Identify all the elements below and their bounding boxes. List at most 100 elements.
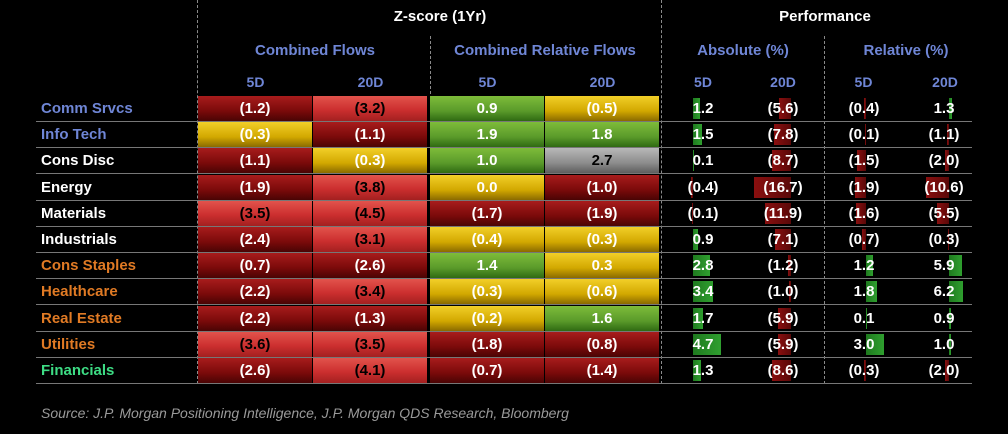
performance-cell: (0.7): [826, 227, 902, 253]
zscore-cell: 0.9: [430, 96, 544, 121]
zscore-cell: (3.1): [313, 227, 427, 252]
performance-value: 1.3: [933, 100, 955, 117]
performance-cell: (0.4): [663, 175, 743, 201]
performance-value: (0.4): [848, 100, 880, 117]
zscore-cell: (0.3): [430, 279, 544, 305]
zscore-cell: (1.1): [198, 148, 312, 174]
zscore-cell: (0.3): [198, 122, 312, 148]
row-divider: [36, 330, 972, 332]
zscore-cell: (0.7): [430, 358, 544, 383]
performance-cell: (2.0): [905, 148, 983, 174]
performance-bar: [946, 124, 949, 146]
table-row: Industrials (2.4) (3.1) (0.4) (0.3) 0.9 (7.1)(…: [0, 227, 1008, 253]
performance-bar: [788, 281, 791, 303]
row-divider: [36, 356, 972, 358]
performance-cell: (5.5): [905, 201, 983, 227]
performance-value: (5.6): [767, 100, 799, 117]
performance-bar: [866, 281, 877, 303]
performance-value: (7.1): [767, 231, 799, 248]
performance-cell: 1.2: [826, 253, 902, 279]
performance-cell: (0.1): [826, 122, 902, 148]
separator-performance-groups: [824, 36, 825, 384]
performance-value: 1.0: [933, 335, 955, 353]
zscore-cell: (3.4): [313, 279, 427, 305]
performance-bar: [690, 176, 693, 198]
subheader-cf-20d: 20D: [357, 74, 384, 90]
sector-label: Cons Staples: [41, 257, 137, 275]
zscore-cell: (2.2): [198, 305, 312, 331]
subheader-abs-20d: 20D: [770, 74, 796, 90]
sector-label: Comm Srvcs: [41, 100, 133, 117]
performance-value: 1.7: [692, 309, 714, 327]
performance-bar: [693, 229, 699, 250]
performance-bar: [861, 229, 866, 250]
table-row: Real Estate (2.2) (1.3) (0.2) 1.6 1.7 (5.9) 0.1…: [0, 305, 1008, 332]
performance-cell: 1.2: [663, 96, 743, 122]
row-divider: [36, 147, 972, 149]
performance-bar: [754, 176, 791, 198]
performance-value: (2.0): [928, 362, 960, 379]
zscore-cell: (0.5): [545, 96, 659, 121]
zscore-title: Z-score (1Yr): [393, 8, 487, 25]
performance-bar: [857, 150, 866, 172]
performance-bar: [778, 307, 791, 329]
performance-value: 1.8: [853, 283, 875, 301]
sector-label: Financials: [41, 362, 115, 379]
performance-cell: (1.6): [826, 201, 902, 227]
performance-bar: [949, 307, 951, 329]
performance-value: (5.9): [767, 309, 799, 327]
performance-bar: [764, 202, 791, 224]
zscore-cell: (3.8): [313, 174, 427, 200]
performance-value: (1.0): [767, 283, 799, 301]
performance-bar: [693, 124, 702, 146]
zscore-cell: (2.6): [313, 253, 427, 279]
performance-value: (8.6): [767, 362, 799, 379]
performance-bar: [936, 202, 949, 224]
performance-value: 4.7: [692, 335, 714, 353]
performance-cell: 1.3: [905, 96, 983, 122]
performance-value: (8.7): [767, 152, 799, 170]
row-divider: [36, 252, 972, 253]
separator-zscore-performance: [661, 0, 662, 384]
performance-value: 6.2: [933, 283, 955, 301]
performance-bar: [949, 281, 963, 303]
performance-bar: [865, 124, 866, 146]
performance-cell: (11.9): [743, 201, 823, 227]
zscore-cell: (3.5): [313, 331, 427, 357]
performance-bar: [866, 333, 884, 355]
performance-cell: 0.9: [905, 306, 983, 332]
zscore-cell: (0.2): [430, 305, 544, 331]
table-row: Energy (1.9) (3.8) 0.0 (1.0) (0.4) (16.7) (1.9)…: [0, 174, 1008, 201]
performance-value: (0.3): [848, 362, 880, 379]
zscore-cell: (4.1): [313, 358, 427, 383]
performance-bar: [693, 333, 722, 355]
row-divider: [36, 199, 972, 201]
table-row: Materials (3.5) (4.5) (1.7) (1.9) (0.1) (11.9)…: [0, 200, 1008, 227]
performance-bar: [864, 360, 866, 381]
performance-cell: (16.7): [743, 175, 823, 201]
performance-cell: (7.1): [743, 227, 823, 253]
performance-cell: 0.1: [663, 148, 743, 174]
zscore-cell: (1.0): [545, 174, 659, 200]
performance-cell: 1.0: [905, 332, 983, 358]
table-row: Healthcare (2.2) (3.4) (0.3) (0.6) 3.4 (1.0) 1.…: [0, 279, 1008, 306]
performance-cell: (1.9): [826, 175, 902, 201]
group-combined-flows: Combined Flows: [255, 42, 375, 59]
performance-cell: (10.6): [905, 175, 983, 201]
performance-cell: 0.9: [663, 227, 743, 253]
performance-bar: [771, 150, 791, 172]
zscore-cell: (0.7): [198, 253, 312, 279]
zscore-cell: (1.7): [430, 200, 544, 226]
performance-cell: (8.6): [743, 358, 823, 384]
sector-label: Cons Disc: [41, 152, 115, 170]
performance-title: Performance: [779, 8, 871, 25]
performance-cell: (0.1): [663, 201, 743, 227]
subheader-cf-5d: 5D: [246, 74, 265, 90]
performance-bar: [778, 333, 791, 355]
table-row: Cons Staples (0.7) (2.6) 1.4 0.3 2.8 (1.2) 1.2 5…: [0, 253, 1008, 280]
performance-value: (0.3): [928, 231, 960, 248]
group-combined-relative-flows: Combined Relative Flows: [454, 42, 636, 59]
performance-cell: 1.5: [663, 122, 743, 148]
performance-bar: [925, 176, 949, 198]
performance-value: (7.8): [767, 126, 799, 144]
